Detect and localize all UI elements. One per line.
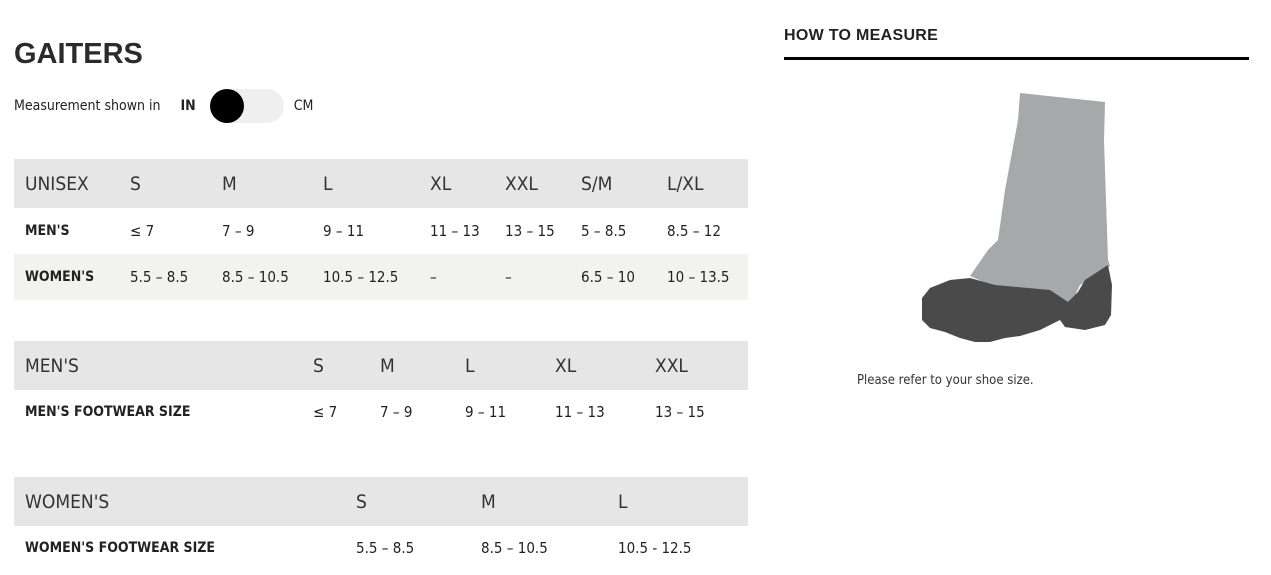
unit-label: Measurement shown in xyxy=(14,98,161,114)
cell: ≤ 7 xyxy=(130,222,155,240)
table-header: MEN'S S M L XL XXL xyxy=(14,341,748,390)
unit-toggle-row: Measurement shown in IN CM xyxy=(14,89,313,123)
unit-cm-label[interactable]: CM xyxy=(293,98,314,114)
cell: 5.5 – 8.5 xyxy=(356,539,415,557)
header-cell: UNISEX xyxy=(25,172,89,195)
row-label: WOMEN'S xyxy=(25,269,95,285)
cell: 8.5 – 10.5 xyxy=(481,539,548,557)
row-label: MEN'S xyxy=(25,223,70,239)
unit-toggle[interactable] xyxy=(209,89,284,123)
header-cell: L/XL xyxy=(667,172,704,195)
table-row: MEN'S FOOTWEAR SIZE ≤ 7 7 – 9 9 – 11 11 … xyxy=(14,390,748,434)
header-cell: XXL xyxy=(655,354,688,377)
cell: 9 – 11 xyxy=(323,222,365,240)
cell: ≤ 7 xyxy=(313,403,338,421)
header-cell: XXL xyxy=(505,172,538,195)
unit-in-label[interactable]: IN xyxy=(180,98,196,114)
cell: 9 – 11 xyxy=(465,403,507,421)
header-cell: L xyxy=(323,172,333,195)
gaiter-shape xyxy=(970,93,1110,312)
header-cell: M xyxy=(380,354,395,377)
header-cell: XL xyxy=(555,354,577,377)
gaiter-illustration xyxy=(922,93,1112,342)
header-cell: L xyxy=(618,490,628,513)
mens-size-table: MEN'S S M L XL XXL MEN'S FOOTWEAR SIZE ≤… xyxy=(14,341,748,434)
toggle-knob[interactable] xyxy=(209,89,244,123)
how-to-measure-note: Please refer to your shoe size. xyxy=(857,373,1034,388)
header-cell: MEN'S xyxy=(25,354,79,377)
table-row: WOMEN'S FOOTWEAR SIZE 5.5 – 8.5 8.5 – 10… xyxy=(14,526,748,570)
cell: 5 – 8.5 xyxy=(581,222,627,240)
header-cell: M xyxy=(222,172,237,195)
cell: – xyxy=(505,268,512,286)
cell: 13 – 15 xyxy=(655,403,705,421)
header-cell: L xyxy=(465,354,475,377)
row-label: WOMEN'S FOOTWEAR SIZE xyxy=(25,540,216,556)
cell: 13 – 15 xyxy=(505,222,555,240)
header-cell: S/M xyxy=(581,172,613,195)
unisex-size-table: UNISEX S M L XL XXL S/M L/XL MEN'S ≤ 7 7… xyxy=(14,159,748,300)
header-cell: S xyxy=(356,490,367,513)
cell: 7 – 9 xyxy=(380,403,413,421)
cell: 8.5 – 10.5 xyxy=(222,268,289,286)
table-row: WOMEN'S 5.5 – 8.5 8.5 – 10.5 10.5 – 12.5… xyxy=(14,254,748,300)
table-row: MEN'S ≤ 7 7 – 9 9 – 11 11 – 13 13 – 15 5… xyxy=(14,208,748,254)
row-label: MEN'S FOOTWEAR SIZE xyxy=(25,404,191,420)
cell: 11 – 13 xyxy=(555,403,605,421)
header-cell: WOMEN'S xyxy=(25,490,110,513)
cell: 7 – 9 xyxy=(222,222,255,240)
cell: 10.5 – 12.5 xyxy=(323,268,399,286)
cell: 6.5 – 10 xyxy=(581,268,635,286)
table-header: WOMEN'S S M L xyxy=(14,477,748,526)
cell: 5.5 – 8.5 xyxy=(130,268,189,286)
womens-size-table: WOMEN'S S M L WOMEN'S FOOTWEAR SIZE 5.5 … xyxy=(14,477,748,570)
how-to-measure-heading: HOW TO MEASURE xyxy=(784,27,1249,60)
cell: – xyxy=(430,268,437,286)
page-title: GAITERS xyxy=(14,38,143,70)
header-cell: XL xyxy=(430,172,452,195)
boot-shape xyxy=(922,265,1112,342)
header-cell: S xyxy=(130,172,141,195)
cell: 10.5 - 12.5 xyxy=(618,539,692,557)
cell: 8.5 – 12 xyxy=(667,222,721,240)
cell: 10 – 13.5 xyxy=(667,268,730,286)
header-cell: S xyxy=(313,354,324,377)
header-cell: M xyxy=(481,490,496,513)
table-header: UNISEX S M L XL XXL S/M L/XL xyxy=(14,159,748,208)
cell: 11 – 13 xyxy=(430,222,480,240)
